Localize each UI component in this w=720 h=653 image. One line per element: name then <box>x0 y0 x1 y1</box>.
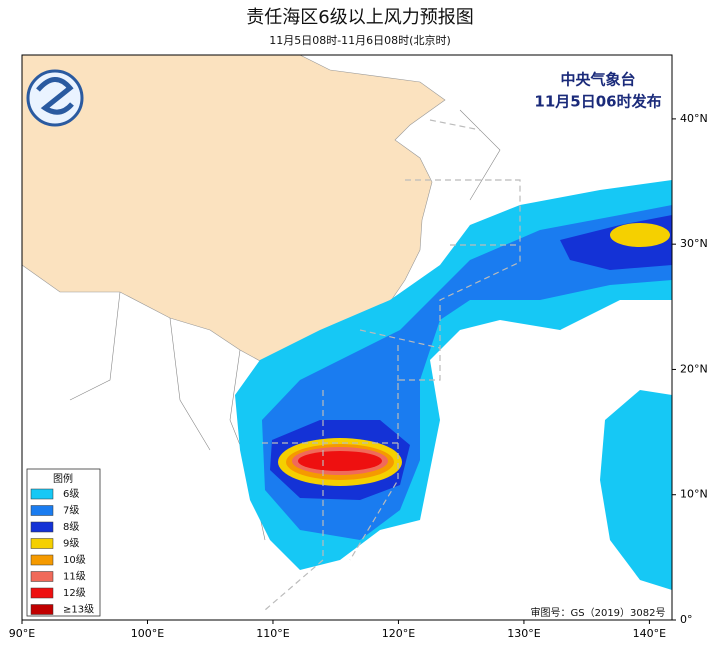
x-tick-label: 130°E <box>507 627 540 640</box>
legend-label: 9级 <box>63 538 79 550</box>
y-tick-label: 30°N <box>680 237 708 250</box>
legend-label: 8级 <box>63 521 79 533</box>
x-tick-label: 100°E <box>131 627 164 640</box>
issue-time: 11月5日06时发布 <box>534 93 661 111</box>
map-frame <box>21 54 673 621</box>
y-tick-label: 0° <box>680 613 693 626</box>
legend-label: 11级 <box>63 571 86 583</box>
china-land <box>22 55 446 363</box>
legend-label: 12级 <box>63 587 86 599</box>
legend-swatch <box>30 538 54 549</box>
legend-swatch <box>30 554 54 566</box>
legend-label: 6级 <box>63 488 79 500</box>
y-tick-label: 40°N <box>680 112 708 125</box>
title: 责任海区6级以上风力预报图 <box>246 7 473 28</box>
map-body <box>22 55 672 620</box>
issuer: 中央气象台 <box>560 71 635 89</box>
y-tick-label: 10°N <box>680 488 708 501</box>
x-tick-label: 140°E <box>633 627 666 640</box>
legend-swatch <box>30 505 54 516</box>
legend-label: ≥13级 <box>63 604 94 616</box>
legend-label: 10级 <box>63 554 86 566</box>
logo <box>26 69 84 127</box>
wind-areas <box>235 180 672 590</box>
legend-swatch <box>30 604 54 615</box>
x-tick-label: 120°E <box>382 627 415 640</box>
legend-title: 图例 <box>53 472 73 485</box>
wind-area <box>600 390 672 590</box>
wind-area <box>270 215 672 500</box>
approval-number: 审图号：GS（2019）3082号 <box>531 606 666 619</box>
legend-swatch <box>30 521 54 533</box>
x-tick-label: 90°E <box>9 627 35 640</box>
legend-swatch <box>30 587 54 599</box>
subtitle: 11月5日08时-11月6日08时(北京时) <box>269 33 451 47</box>
legend-label: 7级 <box>63 505 79 517</box>
legend-swatch <box>30 488 54 500</box>
wind-area <box>610 223 670 247</box>
sea-area-boundaries <box>262 119 521 611</box>
legend-swatch <box>30 571 54 582</box>
y-tick-label: 20°N <box>680 362 708 375</box>
legend: 图例 6级 7级 8级 9级 10级 11级 12级 ≥13级 <box>26 468 101 617</box>
wind-area <box>298 451 382 471</box>
x-tick-label: 110°E <box>256 627 289 640</box>
